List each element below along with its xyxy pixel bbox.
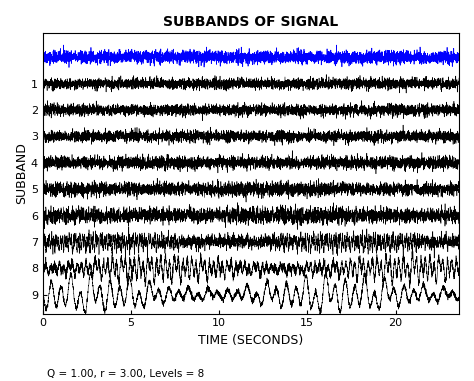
Title: SUBBANDS OF SIGNAL: SUBBANDS OF SIGNAL: [163, 15, 338, 29]
Y-axis label: SUBBAND: SUBBAND: [15, 142, 28, 204]
X-axis label: TIME (SECONDS): TIME (SECONDS): [198, 334, 303, 347]
Text: Q = 1.00, r = 3.00, Levels = 8: Q = 1.00, r = 3.00, Levels = 8: [47, 369, 205, 379]
